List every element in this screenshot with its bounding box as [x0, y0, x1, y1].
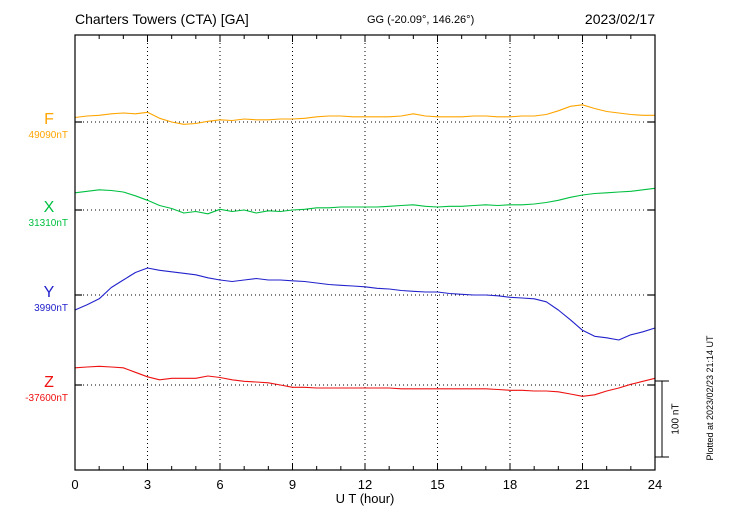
scale-bar-label: 100 nT	[670, 403, 682, 435]
series-label-F: F	[44, 111, 54, 128]
x-tick-label: 0	[71, 477, 78, 492]
series-baseline-value-Z: -37600nT	[25, 393, 68, 404]
geographic-coordinates: GG (-20.09°, 146.26°)	[367, 14, 475, 26]
x-tick-label: 3	[144, 477, 151, 492]
x-tick-label: 15	[430, 477, 444, 492]
series-line-X	[74, 187, 656, 215]
x-tick-label: 18	[503, 477, 517, 492]
series-label-Y: Y	[44, 284, 55, 301]
series-label-Z: Z	[44, 374, 54, 391]
station-title: Charters Towers (CTA) [GA]	[75, 11, 249, 27]
plotted-at-note: Plotted at 2023/02/23 21:14 UT	[705, 335, 715, 461]
x-tick-label: 6	[216, 477, 223, 492]
plot-date: 2023/02/17	[584, 11, 655, 27]
series-line-F	[74, 104, 655, 125]
series-line-Y	[74, 267, 656, 341]
series-baseline-value-X: 31310nT	[29, 218, 68, 229]
x-axis-label: U T (hour)	[335, 491, 395, 506]
series-baseline-value-Y: 3990nT	[34, 303, 68, 314]
series-baseline-value-F: 49090nT	[29, 130, 68, 141]
x-tick-label: 24	[648, 477, 662, 492]
x-tick-label: 12	[358, 477, 372, 492]
series-label-X: X	[44, 199, 55, 216]
x-tick-label: 9	[289, 477, 296, 492]
series-line-Z	[74, 365, 656, 397]
x-tick-label: 21	[575, 477, 589, 492]
plot-frame	[74, 34, 656, 471]
